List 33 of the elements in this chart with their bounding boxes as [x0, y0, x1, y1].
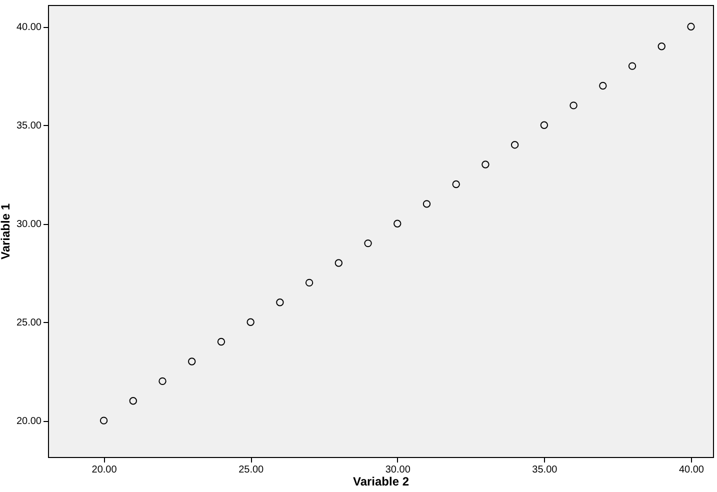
point	[129, 397, 137, 405]
point	[658, 42, 666, 50]
point	[570, 102, 578, 110]
point	[305, 278, 314, 287]
point	[510, 140, 519, 149]
point	[452, 180, 460, 188]
point	[687, 22, 695, 31]
y-tick-label: 25.00	[16, 318, 42, 329]
y-tick-label: 20.00	[16, 416, 42, 428]
y-tick-label: 30.00	[16, 219, 42, 230]
x-tick-label: 20.00	[92, 464, 118, 476]
point	[334, 259, 343, 267]
y-tick-label: 35.00	[16, 120, 42, 132]
x-tick-label: 25.00	[238, 464, 264, 476]
point	[394, 220, 402, 228]
point	[364, 239, 372, 248]
point	[540, 121, 548, 129]
point	[422, 200, 431, 208]
x-tick-label: 40.00	[678, 464, 704, 476]
point	[482, 160, 490, 168]
point	[628, 62, 636, 70]
point	[217, 338, 226, 346]
y-tick-label: 40.00	[16, 22, 42, 34]
x-tick-label: 30.00	[385, 464, 411, 476]
point	[276, 298, 284, 306]
point	[158, 377, 166, 386]
x-axis-title: Variable 2	[352, 474, 410, 488]
point	[246, 318, 254, 326]
point	[100, 416, 108, 424]
point	[188, 358, 196, 366]
x-tick-label: 35.00	[532, 464, 558, 476]
point	[599, 82, 607, 90]
y-axis-title: Variable 1	[0, 203, 12, 260]
